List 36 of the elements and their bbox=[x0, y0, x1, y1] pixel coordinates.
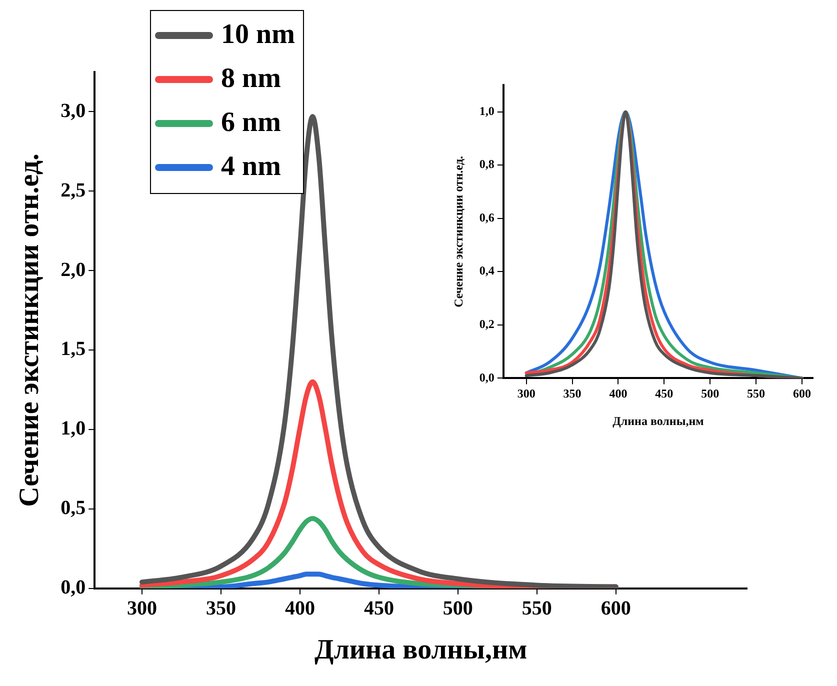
x-axis-title: Длина волны,нм bbox=[314, 634, 528, 666]
y-tick-label: 0,5 bbox=[60, 497, 86, 520]
y-axis-title: Сечение экстинкции отн.ед. bbox=[14, 153, 46, 507]
x-tick-label: 600 bbox=[600, 598, 631, 620]
y-tick-label: 0,8 bbox=[479, 157, 494, 172]
x-axis-title: Длина волны,нм bbox=[612, 414, 704, 428]
x-tick-label: 550 bbox=[522, 598, 552, 620]
y-tick-label: 0,6 bbox=[479, 210, 494, 224]
x-tick-label: 500 bbox=[701, 386, 720, 400]
y-tick-label: 1,5 bbox=[60, 338, 86, 360]
y-tick-label: 2,0 bbox=[60, 258, 86, 281]
x-tick-label: 450 bbox=[655, 386, 674, 400]
y-tick-label: 0,0 bbox=[60, 576, 86, 599]
legend-label: 8 nm bbox=[221, 63, 281, 95]
y-tick-label: 1,0 bbox=[479, 104, 494, 118]
y-tick-label: 1,0 bbox=[60, 418, 86, 440]
x-tick-label: 400 bbox=[609, 386, 628, 400]
y-tick-label: 0,2 bbox=[479, 317, 494, 332]
legend-label: 4 nm bbox=[221, 151, 281, 183]
legend-label: 10 nm bbox=[221, 19, 295, 51]
y-axis-title: Сечение экстинкции отн.ед. bbox=[451, 156, 466, 308]
x-tick-label: 350 bbox=[563, 386, 582, 400]
y-tick-label: 3,0 bbox=[60, 100, 86, 122]
y-tick-label: 2,5 bbox=[60, 179, 86, 202]
x-tick-label: 400 bbox=[284, 598, 315, 620]
x-tick-label: 500 bbox=[442, 598, 473, 620]
x-tick-label: 300 bbox=[517, 386, 536, 400]
y-tick-label: 0,0 bbox=[479, 370, 494, 384]
x-tick-label: 600 bbox=[792, 386, 811, 400]
y-tick-label: 0,4 bbox=[479, 264, 494, 278]
x-tick-label: 350 bbox=[206, 598, 236, 620]
line-series bbox=[524, 110, 804, 378]
x-tick-label: 450 bbox=[364, 598, 394, 620]
x-tick-label: 300 bbox=[126, 598, 157, 620]
x-tick-label: 550 bbox=[747, 386, 766, 400]
legend-label: 6 nm bbox=[221, 107, 281, 139]
